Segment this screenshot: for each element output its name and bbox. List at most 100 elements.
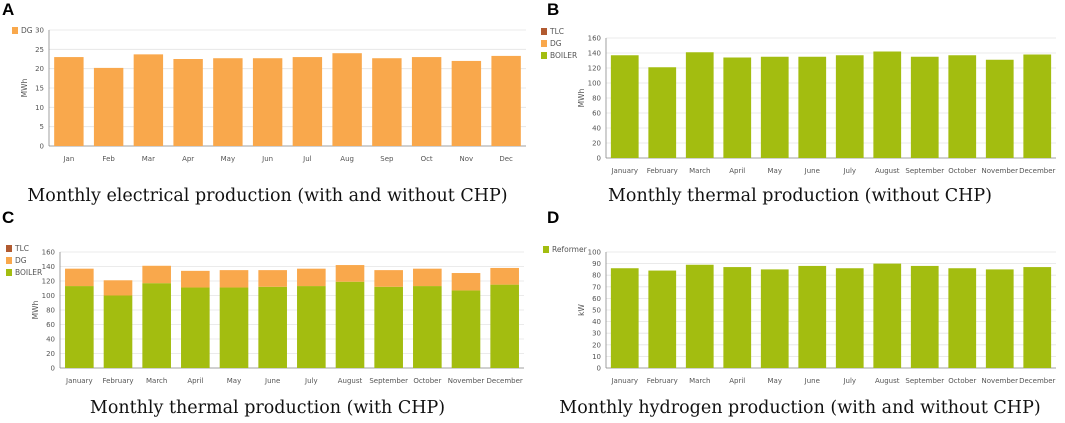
- bar-dg-august: [335, 265, 365, 282]
- x-tick-label: August: [338, 377, 363, 385]
- y-tick-label: 80: [592, 95, 601, 103]
- legend-label-dg: DG: [21, 26, 33, 35]
- x-tick-label: October: [948, 377, 976, 385]
- bar-boiler-october: [413, 286, 442, 368]
- y-tick-label: 70: [592, 283, 601, 291]
- y-tick-label: 0: [40, 143, 44, 151]
- y-axis-title: MWh: [20, 78, 29, 97]
- bar-reformer-january: [610, 268, 639, 368]
- chart-svg: 0 20 40 60 80 100 120 140 160 MWh January February M…: [541, 27, 1056, 175]
- x-tick-label: August: [875, 377, 900, 385]
- bar-dg-march: [142, 265, 171, 284]
- bar-reformer-april: [723, 267, 752, 368]
- x-tick-label: November: [982, 167, 1019, 175]
- panel-b: B 0 20 40 60 80 100 120 140 160 MWh January February…: [535, 0, 1065, 212]
- x-tick-label: Jul: [302, 155, 312, 163]
- x-tick-label: February: [102, 377, 133, 385]
- legend-label-tlc: TLC: [549, 27, 564, 36]
- x-tick-label: July: [304, 377, 318, 385]
- bar-dg-april: [181, 270, 210, 288]
- x-tick-label: Dec: [499, 155, 513, 163]
- x-tick-label: March: [146, 377, 167, 385]
- legend-label-tlc: TLC: [14, 244, 29, 253]
- bar-boiler-october: [948, 55, 977, 158]
- x-tick-label: Mar: [142, 155, 155, 163]
- bar-dg-nov: [451, 60, 482, 146]
- bar-boiler-september: [374, 286, 403, 368]
- y-tick-label: 100: [42, 292, 55, 300]
- x-tick-label: May: [221, 155, 235, 163]
- y-tick-label: 10: [35, 104, 44, 112]
- y-tick-label: 25: [35, 46, 44, 54]
- x-tick-label: December: [487, 377, 523, 385]
- y-tick-label: 60: [46, 321, 55, 329]
- x-tick-label: July: [842, 377, 856, 385]
- bar-reformer-june: [798, 265, 827, 368]
- x-tick-label: September: [905, 167, 944, 175]
- x-tick-label: February: [647, 167, 678, 175]
- x-tick-label: March: [689, 167, 710, 175]
- bar-boiler-june: [258, 286, 287, 368]
- legend-swatch-dg: [12, 27, 18, 34]
- y-tick-label: 60: [592, 295, 601, 303]
- bar-dg-oct: [411, 57, 442, 146]
- panel-letter: B: [547, 0, 560, 19]
- legend-swatch-tlc: [541, 28, 547, 35]
- bar-boiler-november: [451, 290, 481, 368]
- x-tick-label: September: [905, 377, 944, 385]
- panel-caption: Monthly electrical production (with and …: [27, 186, 508, 206]
- bar-boiler-march: [142, 283, 171, 368]
- x-tick-label: February: [647, 377, 678, 385]
- bar-reformer-october: [948, 268, 977, 368]
- bar-dg-feb: [93, 67, 124, 146]
- bar-dg-mar: [133, 54, 164, 146]
- bar-dg-aug: [332, 53, 362, 147]
- bar-reformer-september: [910, 265, 939, 368]
- x-tick-label: April: [729, 377, 745, 385]
- legend-label-dg: DG: [15, 256, 27, 265]
- bar-boiler-august: [335, 281, 365, 368]
- y-tick-label: 40: [46, 336, 55, 344]
- bar-dg-june: [258, 270, 287, 287]
- bar-reformer-march: [685, 264, 714, 368]
- bar-reformer-july: [835, 268, 864, 368]
- y-tick-label: 0: [597, 365, 601, 373]
- x-tick-label: September: [369, 377, 408, 385]
- y-tick-label: 0: [597, 155, 601, 163]
- x-tick-label: May: [227, 377, 241, 385]
- y-tick-label: 5: [40, 123, 44, 131]
- bar-boiler-april: [181, 287, 210, 368]
- bar-boiler-august: [873, 51, 902, 158]
- x-tick-label: March: [689, 377, 710, 385]
- x-tick-label: April: [187, 377, 203, 385]
- y-tick-label: 20: [35, 65, 44, 73]
- bar-boiler-july: [835, 55, 864, 158]
- y-tick-label: 0: [51, 365, 55, 373]
- bar-reformer-november: [985, 269, 1014, 368]
- legend-swatch-tlc: [6, 245, 12, 252]
- panel-a: A 0 5 10 15 20 25 30 MWh Jan Feb Mar Apr May Jun Jul Aug…: [0, 0, 535, 212]
- y-tick-label: 100: [588, 80, 601, 88]
- x-tick-label: January: [65, 377, 93, 385]
- bar-boiler-december: [1023, 54, 1052, 158]
- panel-caption: Monthly thermal production (with CHP): [89, 398, 446, 418]
- y-tick-label: 140: [588, 50, 601, 58]
- panel-letter: D: [547, 208, 560, 227]
- x-tick-label: June: [804, 377, 820, 385]
- legend-label-reformer: Reformer: [552, 245, 588, 254]
- x-tick-label: October: [948, 167, 976, 175]
- bar-boiler-may: [219, 287, 249, 368]
- y-tick-label: 100: [588, 249, 601, 257]
- x-tick-label: April: [729, 167, 745, 175]
- bar-boiler-february: [103, 295, 133, 368]
- bar-boiler-november: [985, 59, 1014, 158]
- bar-dg-february: [103, 280, 133, 296]
- legend-label-dg: DG: [550, 39, 562, 48]
- y-tick-label: 30: [35, 27, 44, 35]
- legend-label-boiler: BOILER: [550, 51, 577, 60]
- x-tick-label: Apr: [182, 155, 194, 163]
- y-tick-label: 80: [592, 272, 601, 280]
- legend-swatch-dg: [541, 40, 547, 47]
- panel-letter: A: [2, 0, 15, 19]
- chart-svg: 0 20 40 60 80 100 120 140 160 MWh January February M…: [6, 244, 524, 385]
